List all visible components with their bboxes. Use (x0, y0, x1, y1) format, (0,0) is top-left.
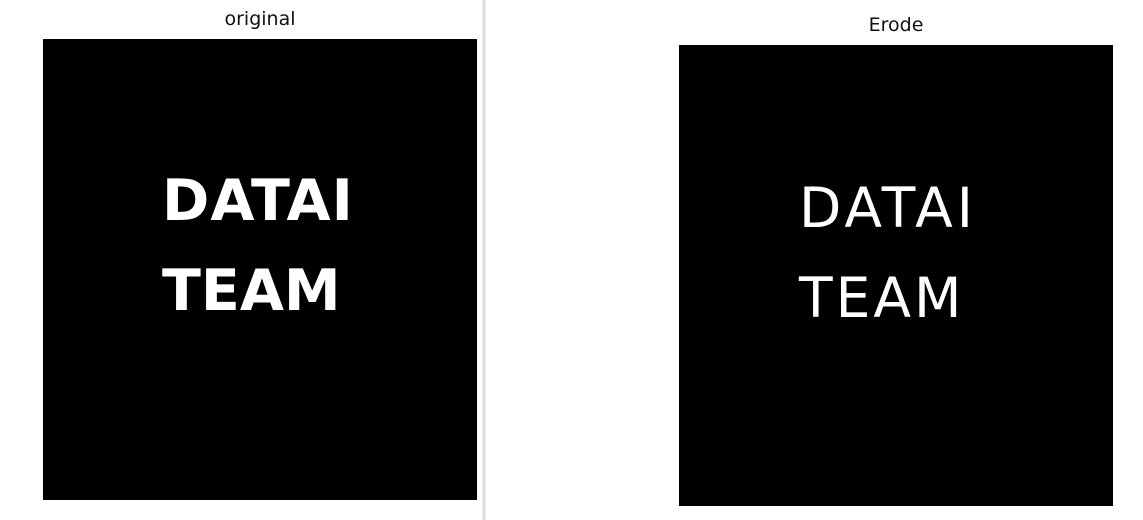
original-figure-window: original DATAI TEAM (0, 0, 482, 520)
original-plot-title: original (224, 8, 296, 30)
original-image-text-line-1: DATAI (162, 168, 354, 234)
original-image-text-line-2: TEAM (162, 258, 341, 324)
erode-plot-title: Erode (868, 14, 924, 36)
window-divider (482, 0, 486, 520)
original-image: DATAI TEAM (43, 39, 477, 500)
erode-figure-window: Erode DATAI TEAM (486, 0, 1143, 520)
eroded-image-text-line-1: DATAI (799, 176, 977, 240)
eroded-image-text-line-2: TEAM (799, 266, 965, 330)
eroded-image: DATAI TEAM (679, 45, 1113, 506)
